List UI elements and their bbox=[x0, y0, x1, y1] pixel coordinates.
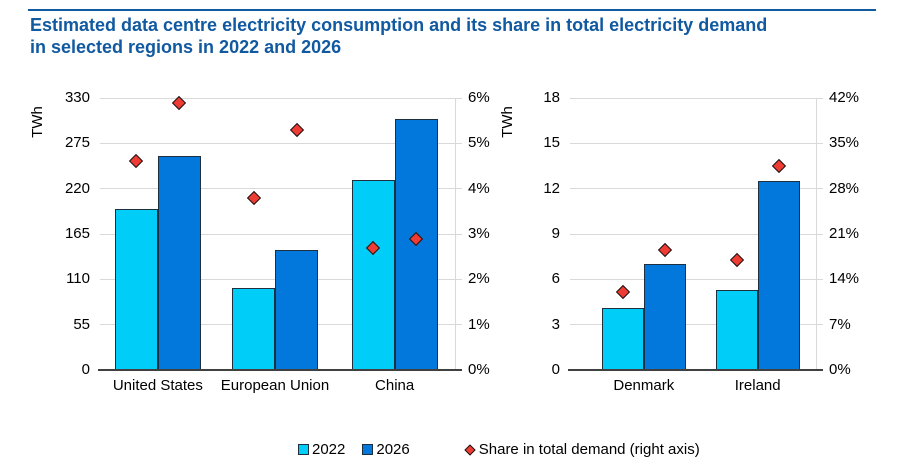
right-axis-tick-label: 2% bbox=[468, 270, 490, 288]
share-marker-2026-european-union bbox=[289, 122, 304, 137]
category-label-denmark: Denmark bbox=[613, 377, 675, 394]
right-axis-tick-5 bbox=[455, 142, 462, 144]
y-axis-unit-label: TWh bbox=[499, 106, 516, 138]
right-axis-tick-label: 42% bbox=[829, 89, 860, 106]
right-axis-tick-label: 0% bbox=[829, 361, 851, 378]
gridline-6 bbox=[570, 278, 816, 280]
right-axis-tick-3 bbox=[455, 233, 462, 235]
figure-title: Estimated data centre electricity consum… bbox=[30, 15, 768, 57]
legend-diamond-icon bbox=[464, 443, 476, 456]
right-axis-tick-21 bbox=[816, 233, 823, 235]
left-axis-tick-label: 55 bbox=[73, 315, 90, 333]
y-axis-unit-label: TWh bbox=[29, 106, 46, 138]
left-axis-tick-label: 6 bbox=[551, 270, 560, 288]
bar-2022-ireland bbox=[715, 289, 758, 370]
gridline-12 bbox=[570, 188, 816, 190]
right-axis-tick-label: 1% bbox=[468, 315, 490, 333]
legend-swatch-2026-icon bbox=[362, 444, 374, 455]
legend-item-share: Share in total demand (right axis) bbox=[464, 441, 700, 458]
category-label-united-states: United States bbox=[112, 377, 203, 394]
right-axis-tick-label: 35% bbox=[829, 134, 860, 152]
bar-2022-european-union bbox=[232, 287, 275, 370]
right-axis-tick-label: 14% bbox=[829, 270, 860, 288]
right-axis-tick-label: 21% bbox=[829, 225, 860, 242]
share-marker-2026-denmark bbox=[657, 242, 672, 257]
legend: 2022 2026 Share in total demand (right a… bbox=[298, 441, 700, 458]
legend-label-2026: 2026 bbox=[376, 441, 410, 458]
gridline-220 bbox=[100, 188, 455, 190]
share-marker-2022-european-union bbox=[246, 190, 261, 205]
x-axis-line bbox=[98, 369, 462, 371]
legend-item-2022: 2022 bbox=[298, 441, 345, 458]
bar-2026-european-union bbox=[275, 250, 318, 370]
gridline-9 bbox=[570, 233, 816, 235]
right-axis-tick-label: 7% bbox=[829, 315, 851, 333]
right-axis-tick-label: 4% bbox=[468, 179, 490, 197]
left-axis-tick-label: 275 bbox=[64, 134, 90, 152]
share-marker-2022-denmark bbox=[615, 285, 630, 300]
right-axis-tick-42 bbox=[816, 97, 823, 99]
bar-2026-united-states bbox=[157, 155, 201, 370]
left-axis-tick-label: 110 bbox=[66, 270, 90, 288]
plot-right-chart: 0 3 6 9 12 15 18 0% 7% 14% 21% 28% 35% 42% TWh Denmark I… bbox=[499, 89, 859, 394]
bar-2022-china bbox=[351, 180, 395, 370]
plot-left-chart: 0 55 110 165 220 275 330 0% 1% 2% 3% 4% 5% 6% TWh Unite… bbox=[29, 89, 490, 394]
bar-2022-denmark bbox=[601, 308, 644, 370]
bar-2022-united-states bbox=[114, 209, 158, 370]
right-axis-tick-label: 0% bbox=[468, 361, 490, 378]
right-axis-tick-1 bbox=[455, 324, 462, 326]
right-axis-tick-7 bbox=[816, 324, 823, 326]
legend-label-share: Share in total demand (right axis) bbox=[478, 441, 700, 458]
left-axis-tick-label: 15 bbox=[543, 134, 560, 152]
gridline-3 bbox=[570, 324, 816, 326]
gridline-165 bbox=[100, 233, 455, 235]
bar-2026-denmark bbox=[643, 264, 686, 370]
left-axis-tick-label: 220 bbox=[64, 179, 90, 197]
legend-label-2022: 2022 bbox=[312, 441, 346, 458]
right-axis-tick-28 bbox=[816, 188, 823, 190]
gridline-15 bbox=[570, 142, 816, 144]
right-axis-tick-6 bbox=[455, 97, 462, 99]
right-axis-tick-35 bbox=[816, 142, 823, 144]
gridline-18 bbox=[570, 97, 816, 99]
left-axis-tick-label: 0 bbox=[81, 361, 90, 378]
left-axis-tick-label: 330 bbox=[64, 89, 90, 106]
legend-swatch-2022-icon bbox=[298, 444, 309, 455]
right-axis-tick-label: 5% bbox=[468, 134, 490, 152]
share-marker-2026-ireland bbox=[771, 158, 786, 174]
right-axis-tick-label: 3% bbox=[468, 225, 490, 242]
share-marker-2022-united-states bbox=[129, 154, 144, 169]
x-axis-line bbox=[568, 369, 823, 371]
left-axis-tick-label: 9 bbox=[551, 225, 560, 242]
left-axis-tick-label: 3 bbox=[551, 315, 560, 333]
left-axis-tick-label: 165 bbox=[64, 225, 90, 242]
right-axis-tick-4 bbox=[455, 188, 462, 190]
left-axis-tick-label: 0 bbox=[551, 361, 560, 378]
category-label-china: China bbox=[375, 377, 415, 394]
right-axis-tick-label: 28% bbox=[829, 179, 860, 197]
legend-item-2026: 2026 bbox=[362, 441, 410, 458]
left-axis-tick-label: 18 bbox=[543, 89, 560, 106]
category-label-european-union: European Union bbox=[220, 377, 330, 394]
right-axis-tick-label: 6% bbox=[468, 89, 490, 106]
bar-2026-ireland bbox=[757, 181, 800, 370]
share-marker-2022-ireland bbox=[729, 252, 744, 267]
left-axis-tick-label: 12 bbox=[543, 179, 560, 197]
category-label-ireland: Ireland bbox=[734, 377, 781, 394]
top-rule bbox=[28, 9, 876, 11]
right-axis-tick-2 bbox=[455, 278, 462, 280]
gridline-275 bbox=[100, 142, 455, 144]
right-axis-tick-14 bbox=[816, 278, 823, 280]
gridline-330 bbox=[100, 97, 455, 99]
